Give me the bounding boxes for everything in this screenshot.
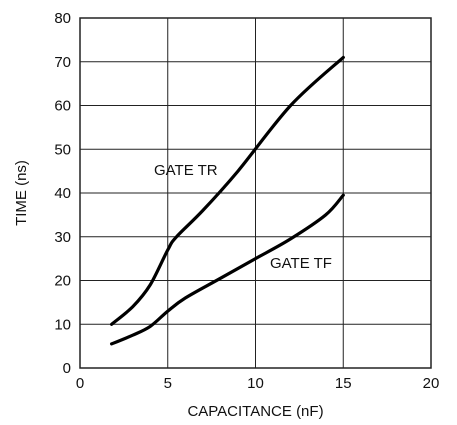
y-tick-label: 70: [54, 54, 71, 71]
x-tick-label: 20: [423, 375, 440, 392]
y-tick-label: 30: [54, 229, 71, 246]
x-tick-label: 10: [247, 375, 264, 392]
series-line-gate-tr: [110, 55, 345, 326]
y-tick-label: 0: [63, 360, 71, 377]
series-label-gate-tr: GATE TR: [154, 162, 218, 179]
y-tick-label: 50: [54, 141, 71, 158]
series-labels: GATE TR GATE TF: [154, 162, 332, 272]
y-axis-label: TIME (ns): [13, 160, 30, 226]
y-tick-label: 60: [54, 98, 71, 115]
x-tick-labels: 0 5 10 15 20: [76, 375, 440, 392]
series-line-gate-tf: [110, 193, 345, 346]
grid: [80, 18, 431, 368]
y-tick-labels: 0 10 20 30 40 50 60 70 80: [54, 10, 71, 377]
y-tick-label: 80: [54, 10, 71, 27]
y-tick-label: 10: [54, 316, 71, 333]
y-tick-label: 40: [54, 185, 71, 202]
x-tick-label: 15: [335, 375, 352, 392]
x-tick-label: 0: [76, 375, 84, 392]
series-label-gate-tf: GATE TF: [270, 255, 332, 272]
series-curves: [110, 55, 345, 346]
x-tick-label: 5: [164, 375, 172, 392]
x-axis-label: CAPACITANCE (nF): [187, 403, 323, 420]
plot-frame: [79, 17, 432, 369]
y-tick-label: 20: [54, 273, 71, 290]
